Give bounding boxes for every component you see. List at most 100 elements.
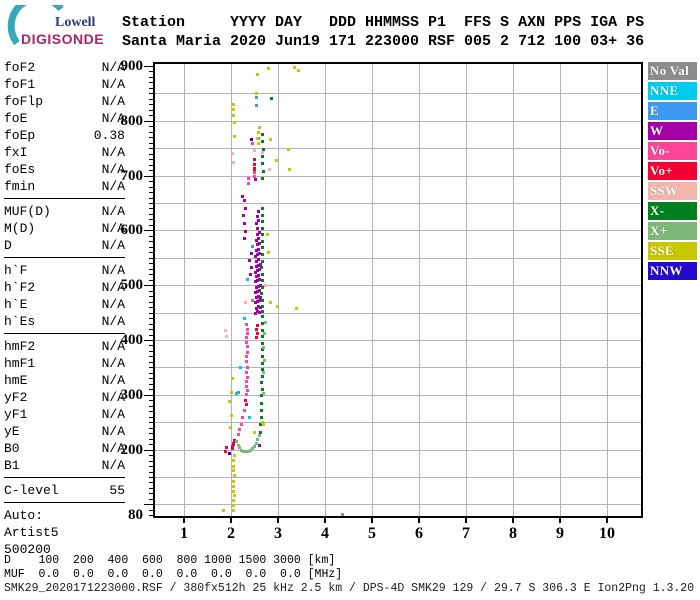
legend-item: X+ [648,222,697,240]
y-axis-minor-tick [149,213,153,215]
data-point [253,174,256,178]
data-point [260,266,264,270]
data-point [269,301,273,305]
data-point [256,226,260,230]
parameter-label: h`E [4,297,28,312]
data-point [256,324,260,328]
parameter-row: 500200 [4,542,125,558]
legend-item: E [648,102,697,120]
y-axis-minor-tick [149,372,153,374]
distance-row: D 100 200 400 600 800 1000 1500 3000 [km… [4,554,336,567]
parameter-value: N/A [101,339,125,354]
data-point [222,508,226,512]
y-axis-minor-tick [149,115,153,117]
data-point [231,442,235,446]
parameter-row: hmF2 N/A [4,339,125,355]
y-axis-tick-label: 80 [128,507,143,524]
data-point [239,422,243,426]
gridline-vertical [231,64,232,516]
data-point [260,279,264,283]
parameter-row: h`Es N/A [4,314,125,330]
data-point [236,443,240,447]
data-point [257,273,261,277]
parameter-value: N/A [101,373,125,388]
parameter-label: 500200 [4,542,51,557]
y-axis-minor-tick [149,224,153,226]
parameter-row: h`F2 N/A [4,280,125,296]
data-point [268,167,272,171]
y-axis-minor-tick [149,329,153,331]
legend-label: NNW [650,263,683,278]
gridline-vertical [560,64,561,516]
divider-line [4,477,125,478]
x-axis-tick-label: 2 [227,525,235,542]
parameter-value: N/A [101,179,125,194]
parameter-row: Auto: [4,508,125,524]
y-axis-minor-tick [149,356,153,358]
parameter-row: foF2 N/A [4,60,125,76]
gridline-vertical [513,64,514,516]
data-point [246,375,250,379]
parameter-label: foEs [4,162,36,177]
y-axis-minor-tick [149,361,153,363]
data-point [235,392,239,396]
data-point [257,125,261,129]
data-point [256,284,260,288]
data-point [253,270,257,274]
data-point [260,304,264,308]
data-point [255,328,259,332]
y-axis-minor-tick [149,444,153,446]
data-point [254,265,258,269]
data-point [246,278,250,282]
data-point [231,469,235,473]
y-axis-minor-tick [149,241,153,243]
data-point [257,311,261,315]
data-point [257,289,261,293]
data-point [297,68,301,72]
data-point [245,354,248,358]
legend-item: NNW [648,262,697,280]
data-point [251,299,255,303]
y-axis-minor-tick [149,307,153,309]
y-axis-minor-tick [149,471,153,473]
parameter-value: N/A [101,221,125,236]
parameter-label: MUF(D) [4,204,51,219]
x-axis-tick [512,516,514,523]
y-axis-minor-tick [149,186,153,188]
x-axis-tick [371,516,373,523]
divider-line [4,502,125,503]
data-point [231,479,235,483]
data-point [260,299,264,303]
data-point [252,167,256,171]
data-point [262,346,266,350]
data-point [288,167,292,171]
data-point [258,305,262,309]
data-point [253,444,256,448]
data-point [262,392,266,396]
data-point [262,422,266,426]
parameter-row: foEp 0.38 [4,128,125,144]
gridline-horizontal [155,340,641,341]
data-point [249,251,253,255]
gridline-horizontal [155,477,641,478]
y-axis-minor-tick [149,290,153,292]
data-point [261,259,265,263]
data-point [260,310,264,313]
y-axis-major-tick [144,285,153,287]
data-point [254,441,258,445]
data-point [243,222,247,226]
parameter-value: N/A [101,60,125,75]
data-point [245,360,249,364]
y-axis-tick-label: 800 [120,112,144,129]
data-point [261,328,265,332]
data-point [258,430,262,434]
logo-lowell-text: Lowell [55,15,96,30]
y-axis-minor-tick [149,279,153,281]
data-point [260,420,264,424]
x-axis-tick [277,516,279,523]
data-point [260,253,264,256]
data-point [231,489,235,493]
data-point [245,365,249,369]
ionogram-plot: 900 800 700 600 500 400 300 200 80 1 2 3 4 5 6 7 8 9 10 [121,58,643,542]
data-point [253,163,256,167]
